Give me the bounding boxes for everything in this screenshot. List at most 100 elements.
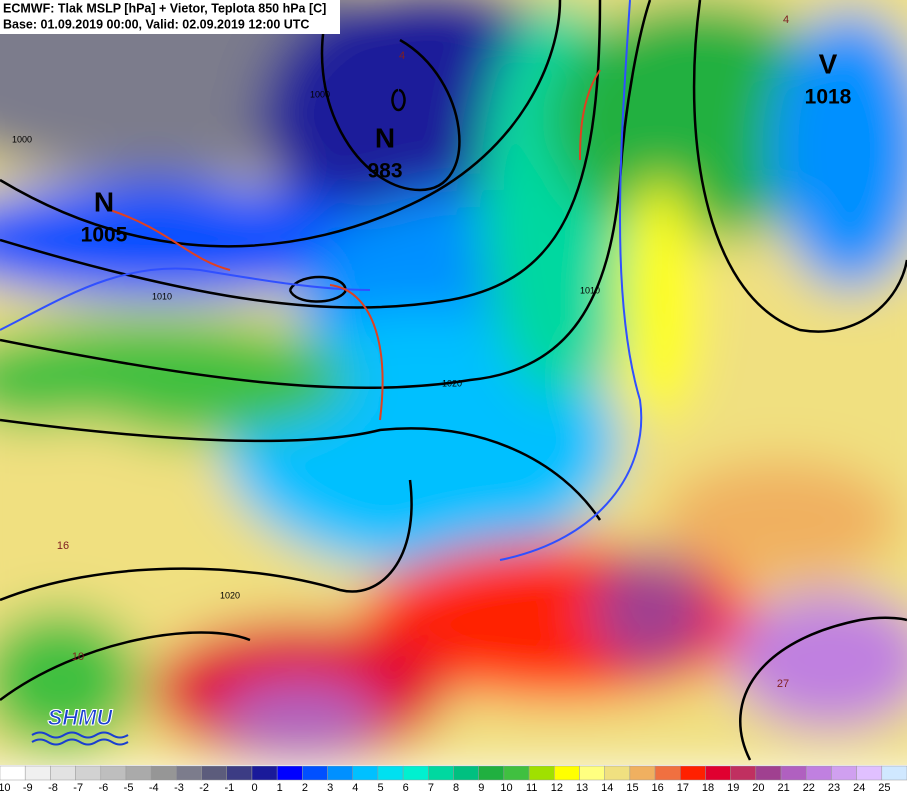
colorbar-cell bbox=[24, 765, 51, 781]
colorbar-cell bbox=[629, 765, 656, 781]
colorbar-label: -7 bbox=[73, 782, 83, 794]
header-box bbox=[0, 0, 340, 34]
colorbar-label: 20 bbox=[752, 782, 764, 794]
colorbar-cell bbox=[730, 765, 757, 781]
colorbar-cell bbox=[302, 765, 328, 781]
colorbar-cell bbox=[276, 765, 303, 781]
colorbar-cell bbox=[251, 765, 278, 781]
colorbar-cell bbox=[856, 765, 883, 781]
colorbar-label: 22 bbox=[803, 782, 815, 794]
isobar-label: 1000 bbox=[12, 134, 32, 144]
colorbar-cell bbox=[0, 765, 26, 781]
colorbar-label: -5 bbox=[124, 782, 134, 794]
colorbar-cell bbox=[176, 765, 202, 781]
colorbar-label: 11 bbox=[526, 782, 537, 794]
colorbar-label: 23 bbox=[828, 782, 840, 794]
colorbar-label: 4 bbox=[352, 782, 358, 794]
colorbar-cell bbox=[831, 765, 857, 781]
labels: N 1005 N 983 V 1018 1010 1010 1020 1000 1020 1000 4 1… bbox=[12, 14, 852, 690]
isobars bbox=[0, 0, 907, 761]
colorbar-label: 18 bbox=[702, 782, 714, 794]
colorbar-label: -6 bbox=[98, 782, 108, 794]
header-line1: ECMWF: Tlak MSLP [hPa] + Vietor, Teplota… bbox=[3, 1, 326, 15]
colorbar-label: 0 bbox=[251, 782, 257, 794]
pressure-letter: V bbox=[819, 48, 838, 79]
colorbar-cell bbox=[680, 765, 706, 781]
pressure-value: 1005 bbox=[81, 224, 128, 247]
isobar-label: 1020 bbox=[220, 590, 240, 600]
colorbar-label: 8 bbox=[453, 782, 459, 794]
colorbar-label: 24 bbox=[853, 782, 865, 794]
temperature-label: 4 bbox=[783, 14, 789, 26]
header-line2: Base: 01.09.2019 00:00, Valid: 02.09.201… bbox=[3, 17, 309, 31]
pressure-letter: N bbox=[94, 186, 114, 217]
colorbar-cell bbox=[579, 765, 605, 781]
pressure-value: 983 bbox=[367, 160, 402, 183]
colorbar-label: -1 bbox=[224, 782, 234, 794]
logo: SHMU bbox=[48, 705, 114, 730]
colorbar-cell bbox=[705, 765, 731, 781]
colorbar-label: -8 bbox=[48, 782, 58, 794]
colorbar-label: 12 bbox=[551, 782, 563, 794]
temperature-label: 10 bbox=[72, 651, 84, 663]
colorbar-label: 21 bbox=[778, 782, 790, 794]
colorbar-label: 9 bbox=[478, 782, 484, 794]
temperature-label: 4 bbox=[399, 50, 405, 62]
colorbar-cell bbox=[604, 765, 631, 781]
colorbar-cell bbox=[75, 765, 102, 781]
colorbar-label: -9 bbox=[23, 782, 33, 794]
isobar-label: 1010 bbox=[580, 285, 600, 295]
temperature-label: 27 bbox=[777, 678, 789, 690]
colorbar-label: 1 bbox=[277, 782, 283, 794]
isobar-label: 1020 bbox=[442, 378, 462, 388]
colorbar-label: 19 bbox=[727, 782, 739, 794]
colorbar-label: 14 bbox=[601, 782, 613, 794]
colorbar-cell bbox=[377, 765, 404, 781]
colorbar-cell bbox=[881, 765, 907, 781]
colorbar-label: 7 bbox=[428, 782, 434, 794]
colorbar-cell bbox=[352, 765, 379, 781]
colorbar-cell bbox=[402, 765, 429, 781]
colorbar-label: 17 bbox=[677, 782, 689, 794]
colorbar: -10-9-8-7-6-5-4-3-2-10123456789101112131… bbox=[0, 765, 907, 795]
colorbar-cell bbox=[453, 765, 479, 781]
temperature-label: 16 bbox=[57, 540, 69, 552]
colorbar-cell bbox=[654, 765, 681, 781]
colorbar-cell bbox=[755, 765, 782, 781]
pressure-letter: N bbox=[375, 122, 395, 153]
colorbar-cell bbox=[780, 765, 807, 781]
colorbar-label: 15 bbox=[626, 782, 638, 794]
isobar-label: 1010 bbox=[152, 291, 172, 301]
colorbar-cell bbox=[226, 765, 253, 781]
colorbar-label: -3 bbox=[174, 782, 184, 794]
colorbar-cell bbox=[327, 765, 353, 781]
colorbar-cell bbox=[478, 765, 505, 781]
colorbar-label: 5 bbox=[377, 782, 383, 794]
pressure-value: 1018 bbox=[805, 86, 852, 109]
colorbar-cell bbox=[201, 765, 228, 781]
colorbar-label: 6 bbox=[403, 782, 409, 794]
colorbar-cell bbox=[554, 765, 580, 781]
colorbar-cell bbox=[805, 765, 832, 781]
colorbar-label: 13 bbox=[576, 782, 588, 794]
colorbar-cell bbox=[528, 765, 555, 781]
logo-block: SHMU bbox=[31, 704, 129, 746]
colorbar-label: 16 bbox=[652, 782, 664, 794]
colorbar-label: 10 bbox=[500, 782, 512, 794]
colorbar-cell bbox=[428, 765, 454, 781]
colorbar-label: 25 bbox=[878, 782, 890, 794]
fronts bbox=[0, 0, 643, 561]
colorbar-cell bbox=[150, 765, 177, 781]
colorbar-cell bbox=[50, 765, 76, 781]
colorbar-label: -10 bbox=[0, 782, 11, 794]
colorbar-cell bbox=[100, 765, 127, 781]
colorbar-label: 2 bbox=[302, 782, 308, 794]
colorbar-label: -4 bbox=[149, 782, 159, 794]
colorbar-cell bbox=[125, 765, 152, 781]
colorbar-label: -2 bbox=[199, 782, 209, 794]
temperature-field bbox=[0, 0, 907, 770]
colorbar-label: 3 bbox=[327, 782, 333, 794]
colorbar-cell bbox=[503, 765, 530, 781]
isobar-label: 1000 bbox=[310, 89, 330, 99]
